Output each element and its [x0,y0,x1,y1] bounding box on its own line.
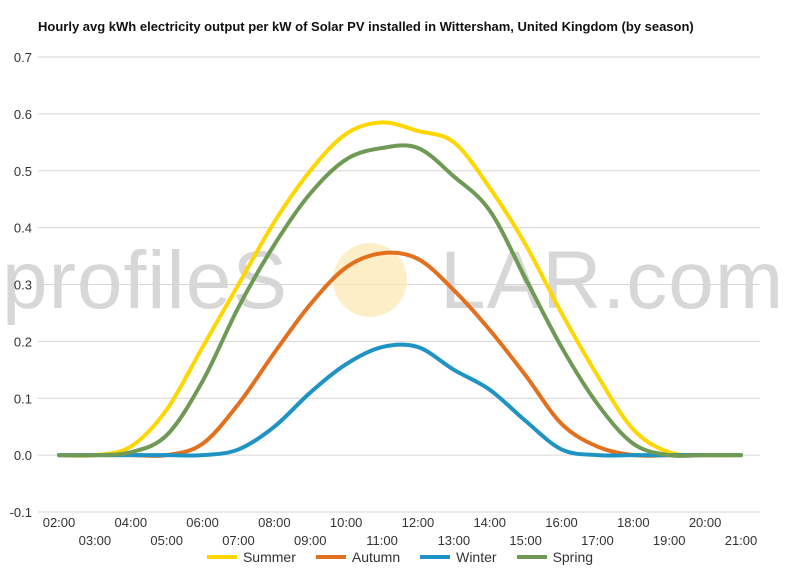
legend-label-autumn: Autumn [351,549,401,565]
legend-item-spring[interactable]: Spring [516,549,594,565]
x-tick-label: 14:00 [473,515,506,530]
y-axis-tick-labels: -0.1 0.0 0.1 0.2 0.3 0.4 0.5 0.6 0.7 [10,50,32,520]
watermark-sun-icon [333,243,407,317]
legend-item-winter[interactable]: Winter [420,549,497,565]
watermark: profileS LAR.com [2,235,784,326]
series-line-spring [57,143,743,458]
x-tick-label: 02:00 [43,515,76,530]
x-tick-label: 13:00 [438,533,471,548]
legend-swatch-spring [516,555,547,559]
x-tick-label: 04:00 [115,515,148,530]
y-tick-label: 0.3 [14,278,32,293]
y-tick-label: 0.4 [14,221,32,236]
y-tick-label: 0.0 [14,448,32,463]
x-tick-label: 12:00 [402,515,435,530]
legend-swatch-winter [420,555,451,559]
x-tick-label: 21:00 [725,533,758,548]
legend-item-summer[interactable]: Summer [206,549,296,565]
chart-title: Hourly avg kWh electricity output per kW… [38,19,694,34]
x-tick-label: 09:00 [294,533,327,548]
legend: Summer Autumn Winter Spring [0,549,800,565]
legend-label-summer: Summer [242,549,296,565]
x-tick-label: 18:00 [617,515,650,530]
legend-label-winter: Winter [456,549,497,565]
x-tick-label: 11:00 [366,533,398,548]
watermark-text-end: LAR.com [440,235,784,326]
y-tick-label: 0.7 [14,50,32,65]
x-axis-tick-labels: 02:0003:0004:0005:0006:0007:0008:0009:00… [43,515,758,548]
x-tick-label: 15:00 [509,533,542,548]
series-line-winter [57,342,743,458]
legend-label-spring: Spring [552,549,594,565]
legend-swatch-autumn [315,555,346,559]
x-tick-label: 05:00 [150,533,183,548]
watermark-text-start: profileS [2,235,288,326]
y-tick-label: -0.1 [10,505,32,520]
x-tick-label: 10:00 [330,515,363,530]
x-tick-label: 20:00 [689,515,722,530]
y-tick-label: 0.6 [14,107,32,122]
y-tick-label: 0.5 [14,164,32,179]
x-tick-label: 03:00 [79,533,112,548]
y-tick-label: 0.2 [14,334,32,349]
legend-swatch-summer [206,555,237,559]
x-tick-label: 06:00 [186,515,219,530]
legend-item-autumn[interactable]: Autumn [315,549,401,565]
x-tick-label: 17:00 [581,533,614,548]
x-tick-label: 19:00 [653,533,686,548]
series-lines [57,120,743,458]
series-line-summer [57,120,743,458]
plot-area: profileS LAR.com -0.1 0.0 0.1 0.2 0.3 0.4 0.5 0… [2,50,784,548]
x-tick-label: 08:00 [258,515,291,530]
x-tick-label: 16:00 [545,515,578,530]
y-tick-label: 0.1 [14,391,32,406]
x-tick-label: 07:00 [222,533,255,548]
